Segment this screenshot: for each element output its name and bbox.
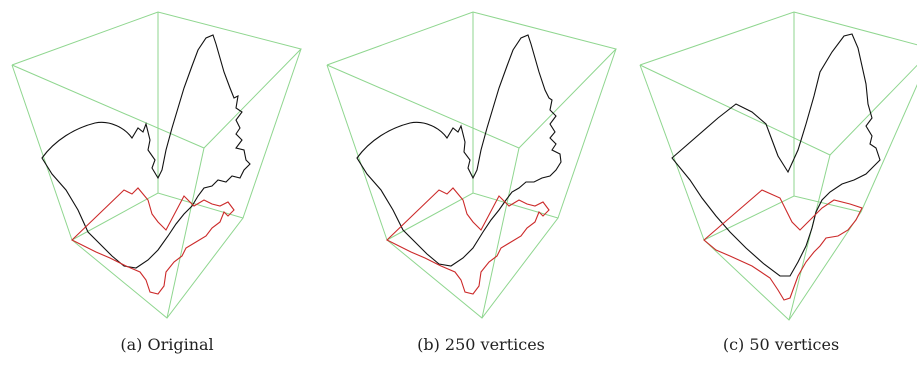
bounding-box-c (639, 11, 917, 321)
caption-b: (b) 250 vertices (417, 335, 545, 354)
panel-b (326, 11, 617, 319)
curve-black-b (356, 34, 562, 267)
curve-black-a (41, 34, 251, 269)
bounding-box-b (326, 11, 617, 319)
curve-red-a (71, 187, 235, 295)
caption-a: (a) Original (120, 335, 214, 354)
bounding-box-a (11, 11, 302, 319)
curve-black-c (671, 33, 881, 277)
curve-red-c (703, 189, 863, 301)
caption-c: (c) 50 vertices (722, 335, 840, 354)
panel-c (639, 11, 917, 321)
panel-a (11, 11, 302, 319)
curve-red-b (386, 187, 550, 295)
